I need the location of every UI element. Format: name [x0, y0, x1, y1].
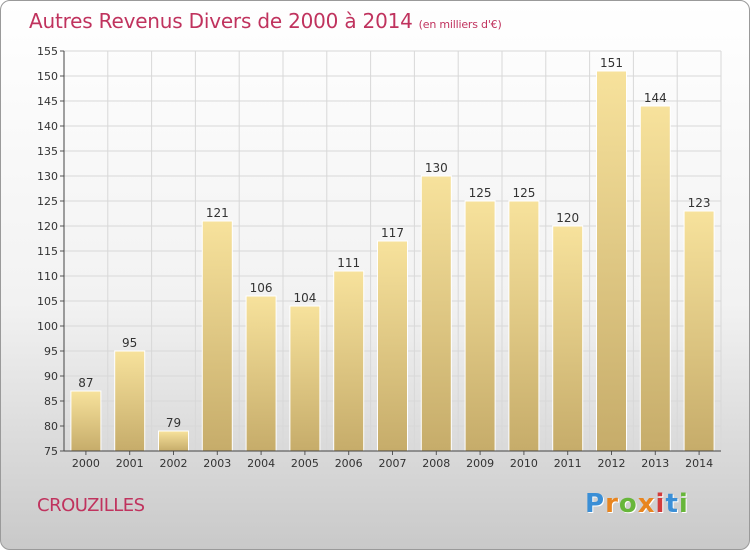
bar [596, 70, 627, 452]
chart-subtitle: (en milliers d'€) [418, 18, 502, 31]
proxiti-logo[interactable]: Proxiti [585, 489, 689, 519]
y-tick-label: 100 [37, 320, 58, 333]
x-tick-label: 2002 [160, 457, 188, 470]
y-tick-label: 130 [37, 170, 58, 183]
x-tick-label: 2011 [554, 457, 582, 470]
bar-value-label: 125 [469, 186, 492, 200]
bar [377, 240, 408, 452]
y-tick-label: 145 [37, 95, 58, 108]
bar [420, 175, 452, 452]
y-tick-label: 150 [37, 70, 58, 83]
chart-title: Autres Revenus Divers de 2000 à 2014 (en … [29, 9, 502, 33]
bar [201, 220, 233, 452]
bar-value-label: 104 [293, 291, 316, 305]
bar-value-label: 123 [688, 196, 711, 210]
logo-letter: i [655, 489, 666, 519]
bar-value-label: 151 [600, 56, 623, 70]
bar [639, 105, 671, 452]
bar-value-label: 79 [166, 416, 181, 430]
x-tick-label: 2000 [72, 457, 100, 470]
y-tick-label: 120 [37, 220, 58, 233]
logo-letter: r [605, 489, 619, 519]
chart-title-main: Autres Revenus Divers de 2000 à 2014 [29, 9, 413, 33]
bar-value-label: 125 [512, 186, 535, 200]
y-tick-label: 105 [37, 295, 58, 308]
y-tick-label: 155 [37, 45, 58, 58]
x-tick-label: 2003 [203, 457, 231, 470]
y-tick-label: 125 [37, 195, 58, 208]
x-tick-label: 2009 [466, 457, 494, 470]
bar [114, 350, 146, 452]
x-tick-label: 2008 [422, 457, 450, 470]
bar [333, 270, 365, 452]
logo-letter: o [618, 489, 638, 519]
x-tick-label: 2007 [379, 457, 407, 470]
bar [245, 295, 277, 452]
logo-letter: x [637, 489, 656, 519]
bar [552, 225, 584, 452]
x-tick-label: 2010 [510, 457, 538, 470]
bar [683, 210, 715, 452]
bar-value-label: 144 [644, 91, 667, 105]
bar-value-label: 117 [381, 226, 404, 240]
bar-value-label: 87 [78, 376, 93, 390]
bar-value-label: 95 [122, 336, 137, 350]
logo-letter: i [678, 489, 689, 519]
y-tick-label: 75 [44, 445, 58, 458]
y-tick-label: 135 [37, 145, 58, 158]
logo-letter: t [665, 489, 679, 519]
x-tick-label: 2001 [116, 457, 144, 470]
x-tick-label: 2005 [291, 457, 319, 470]
bar [508, 200, 540, 452]
bar [158, 430, 189, 452]
bar [289, 305, 321, 452]
bar-value-label: 120 [556, 211, 579, 225]
bar-value-label: 121 [206, 206, 229, 220]
y-tick-label: 80 [44, 420, 58, 433]
bar [70, 390, 102, 452]
bar-value-label: 130 [425, 161, 448, 175]
x-tick-label: 2014 [685, 457, 713, 470]
x-tick-label: 2013 [641, 457, 669, 470]
x-tick-label: 2004 [247, 457, 275, 470]
bar-value-label: 106 [250, 281, 273, 295]
y-tick-label: 85 [44, 395, 58, 408]
x-tick-label: 2012 [598, 457, 626, 470]
bar [464, 200, 496, 452]
y-tick-label: 90 [44, 370, 58, 383]
y-tick-label: 95 [44, 345, 58, 358]
place-name: CROUZILLES [37, 495, 145, 516]
y-tick-label: 140 [37, 120, 58, 133]
bar-value-label: 111 [337, 256, 360, 270]
y-tick-label: 110 [37, 270, 58, 283]
y-tick-label: 115 [37, 245, 58, 258]
logo-letter: P [585, 489, 606, 519]
x-tick-label: 2006 [335, 457, 363, 470]
